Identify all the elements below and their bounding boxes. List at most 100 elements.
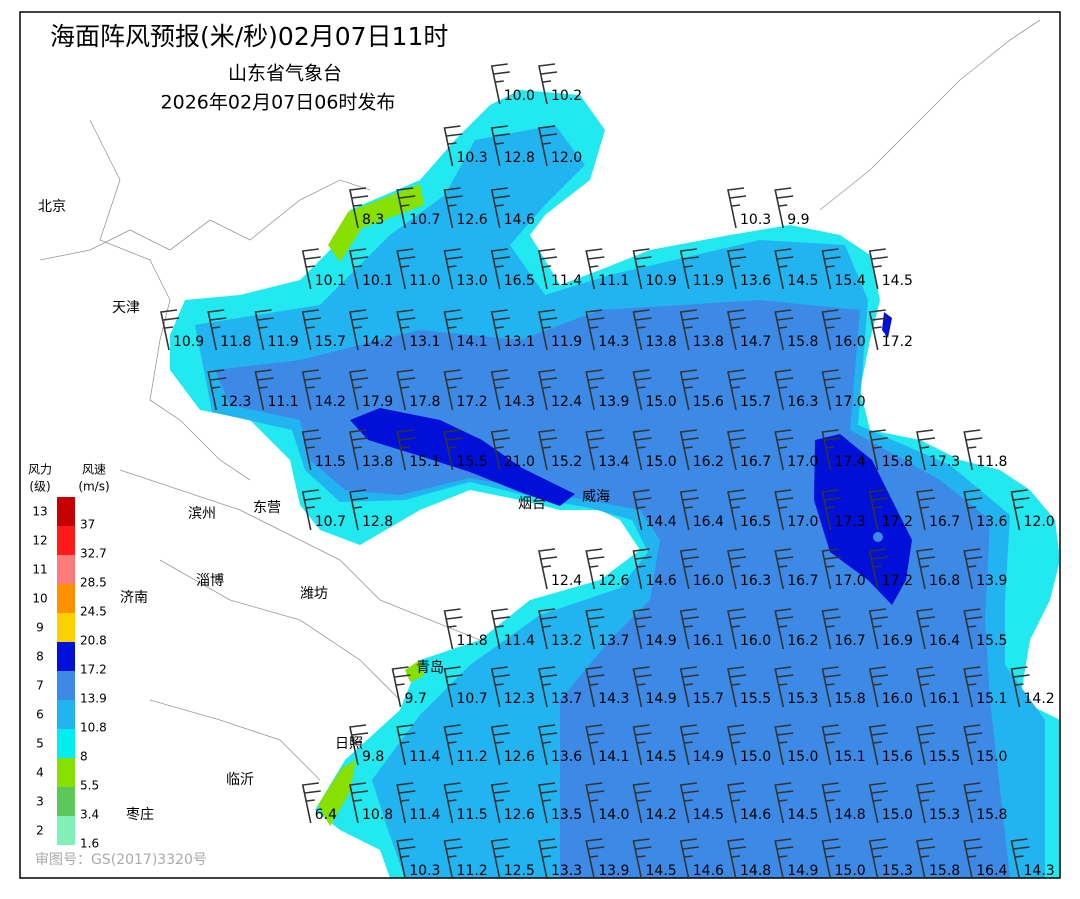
wind-value: 15.1 <box>835 749 866 765</box>
wind-barb <box>727 248 747 290</box>
wind-barb <box>443 309 463 351</box>
wind-value: 13.1 <box>409 334 440 350</box>
wind-barb <box>963 838 983 880</box>
wind-value: 16.7 <box>787 573 818 589</box>
wind-value: 15.1 <box>976 691 1007 707</box>
title: 海面阵风预报(米/秒)02月07日11时 <box>50 22 448 51</box>
wind-barb <box>679 666 699 708</box>
legend-title: (级) <box>29 480 50 494</box>
legend-speed: 24.5 <box>80 605 107 619</box>
wind-value: 14.2 <box>646 807 677 823</box>
wind-barb <box>727 309 747 351</box>
legend-level: 10 <box>32 592 47 606</box>
wind-value: 13.7 <box>598 633 629 649</box>
city-label: 淄博 <box>196 572 224 589</box>
wind-barb <box>490 187 510 229</box>
wind-barb <box>1010 838 1030 880</box>
wind-value: 15.0 <box>646 394 677 410</box>
wind-barb <box>679 724 699 766</box>
wind-value: 17.2 <box>882 514 913 530</box>
wind-value: 13.6 <box>976 514 1007 530</box>
wind-value: 15.4 <box>835 273 866 289</box>
wind-barb <box>774 309 794 351</box>
wind-value: 11.2 <box>457 749 488 765</box>
boundary <box>819 19 1041 211</box>
wind-value: 15.5 <box>457 454 488 470</box>
wind-barb <box>443 782 463 824</box>
wind-barb <box>349 489 369 531</box>
wind-barb <box>632 309 652 351</box>
legend: 风力 (级) 风速 (m/s) 13371232.71128.51024.592… <box>22 458 120 851</box>
wind-value: 16.3 <box>740 573 771 589</box>
sea-breeze <box>405 660 424 682</box>
wind-value: 11.4 <box>504 633 535 649</box>
wind-value: 13.8 <box>362 454 393 470</box>
legend-swatch <box>57 758 75 787</box>
wind-barb <box>774 724 794 766</box>
wind-barb <box>727 782 747 824</box>
wind-barb <box>349 187 369 229</box>
wind-barb <box>301 309 321 351</box>
legend-swatch <box>57 700 75 729</box>
wind-barb <box>254 369 274 411</box>
wind-barb <box>632 838 652 880</box>
wind-value: 15.8 <box>882 454 913 470</box>
legend-swatch <box>57 729 75 758</box>
wind-value: 13.9 <box>976 573 1007 589</box>
legend-speed: 32.7 <box>80 547 107 561</box>
wind-barb <box>443 608 463 650</box>
sea-gale <box>814 434 912 605</box>
boundary <box>119 469 481 641</box>
wind-barb <box>774 782 794 824</box>
wind-barb <box>679 248 699 290</box>
wind-value: 13.8 <box>693 334 724 350</box>
wind-barb <box>632 429 652 471</box>
wind-value: 14.2 <box>315 394 346 410</box>
wind-barb <box>207 309 227 351</box>
wind-value: 11.4 <box>409 749 440 765</box>
wind-barb <box>490 309 510 351</box>
wind-barb <box>538 309 558 351</box>
wind-value: 13.9 <box>598 863 629 879</box>
wind-value: 12.6 <box>598 573 629 589</box>
boundary <box>159 559 401 701</box>
wind-value: 11.5 <box>457 807 488 823</box>
wind-value: 10.7 <box>315 514 346 530</box>
legend-speed: 8 <box>80 750 88 764</box>
wind-value: 11.8 <box>220 334 251 350</box>
city-label: 东营 <box>253 500 281 516</box>
wind-value: 15.5 <box>929 749 960 765</box>
wind-barb <box>679 489 699 531</box>
wind-barb <box>868 666 888 708</box>
wind-value: 12.6 <box>504 749 535 765</box>
legend-swatch <box>57 584 75 613</box>
wind-value: 15.5 <box>976 633 1007 649</box>
wind-value: 15.0 <box>976 749 1007 765</box>
wind-value: 14.5 <box>882 273 913 289</box>
wind-value: 13.2 <box>551 633 582 649</box>
wind-barb <box>585 429 605 471</box>
wind-barb <box>585 666 605 708</box>
wind-value: 11.1 <box>598 273 629 289</box>
wind-barb <box>963 429 983 471</box>
legend-swatch <box>57 642 75 671</box>
wind-value: 15.5 <box>740 691 771 707</box>
wind-value: 9.7 <box>405 691 427 707</box>
city-label: 北京 <box>38 199 66 215</box>
wind-barb <box>963 608 983 650</box>
wind-value: 17.9 <box>362 394 393 410</box>
wind-barb <box>585 724 605 766</box>
wind-value: 17.3 <box>929 454 960 470</box>
wind-value: 11.8 <box>976 454 1007 470</box>
wind-value: 12.6 <box>504 807 535 823</box>
wind-value: 16.7 <box>835 633 866 649</box>
wind-barb <box>727 724 747 766</box>
wind-value: 17.2 <box>457 394 488 410</box>
wind-barb <box>727 489 747 531</box>
boundaries <box>39 19 1041 781</box>
wind-value: 15.8 <box>835 691 866 707</box>
wind-barb <box>821 838 841 880</box>
wind-value: 12.5 <box>504 863 535 879</box>
wind-value: 12.0 <box>1024 514 1055 530</box>
